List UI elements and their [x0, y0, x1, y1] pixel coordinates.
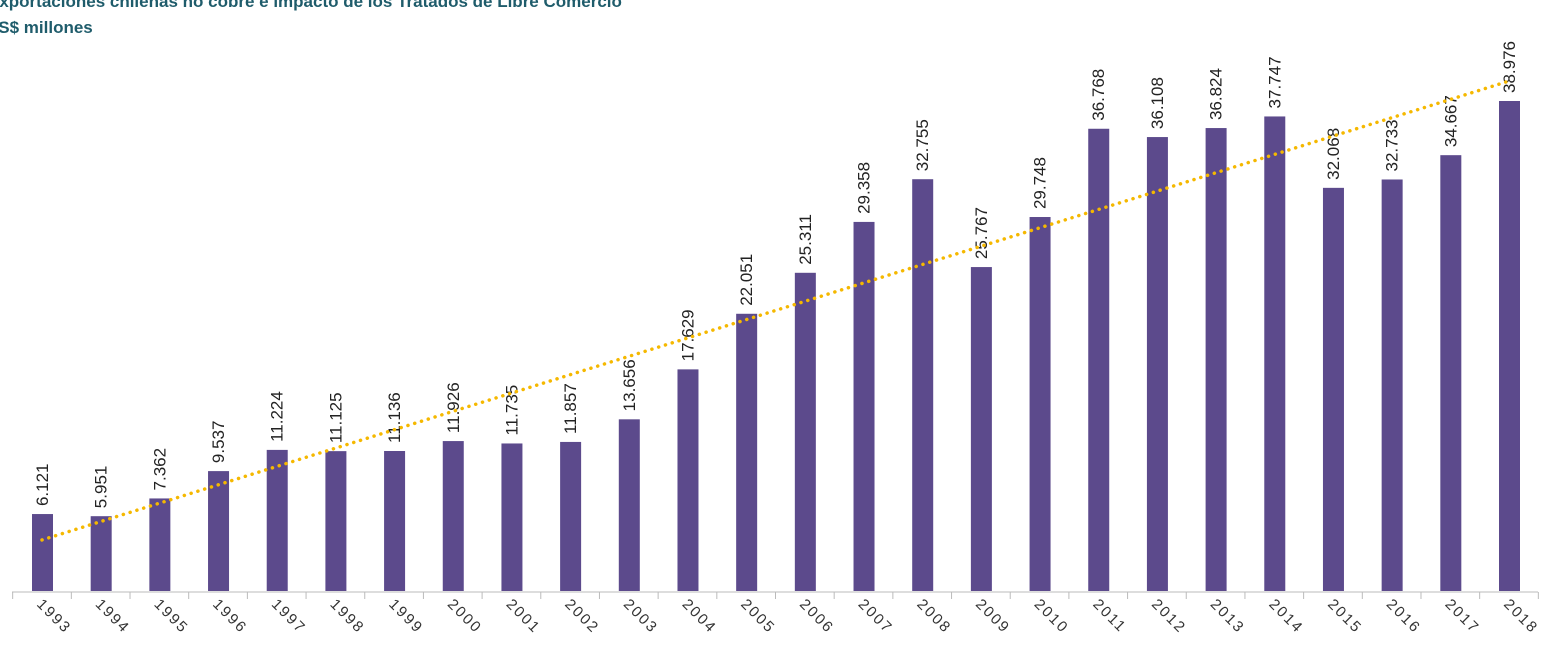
bar: [1088, 128, 1110, 592]
x-tick-label: 1997: [268, 596, 309, 637]
x-tick-label: 2015: [1324, 596, 1365, 637]
x-tick-label: 2008: [913, 596, 954, 637]
x-tick-label: 2003: [620, 596, 661, 637]
x-tick-label: 2010: [1031, 596, 1072, 637]
bar: [442, 441, 464, 591]
bar: [1264, 116, 1286, 591]
x-tick-label: 2004: [679, 596, 720, 637]
data-label: 29.748: [1031, 157, 1050, 209]
bar: [1381, 179, 1403, 591]
bar: [1146, 137, 1168, 591]
bar: [501, 443, 523, 591]
x-tick-label: 2001: [503, 596, 544, 637]
bar: [853, 221, 875, 591]
x-tick-label: 2007: [855, 596, 896, 637]
data-label: 32.068: [1324, 128, 1343, 180]
bar: [32, 514, 53, 591]
data-label: 11.224: [268, 391, 287, 442]
x-tick-label: 2005: [737, 596, 778, 637]
bar: [208, 471, 230, 591]
bar: [149, 498, 171, 591]
bar: [1205, 128, 1227, 591]
data-label: 11.136: [385, 392, 404, 443]
bar: [90, 516, 112, 591]
bar: [1322, 187, 1344, 592]
x-tick-label: 1996: [209, 596, 250, 637]
data-label: 11.926: [444, 382, 463, 433]
x-tick-label: 1993: [33, 596, 74, 637]
bar: [1499, 101, 1520, 591]
chart-title: Exportaciones chilenas no cobre e impact…: [0, 0, 622, 11]
x-tick-label: 1995: [151, 596, 192, 637]
x-tick-label: 2016: [1383, 596, 1424, 637]
x-tick-label: 2006: [796, 596, 837, 637]
trendline: [40, 79, 1511, 542]
x-tick-label: 2011: [1089, 596, 1129, 636]
x-tick-label: 2017: [1441, 596, 1482, 637]
data-label: 11.857: [561, 383, 580, 434]
bar: [736, 313, 758, 591]
data-label: 9.537: [209, 421, 228, 464]
x-tick-label: 2002: [561, 596, 602, 637]
data-label: 37.747: [1265, 56, 1284, 108]
data-label: 36.108: [1148, 77, 1167, 129]
bar: [1440, 155, 1462, 591]
data-label: 11.125: [326, 392, 345, 443]
x-tick-label: 2014: [1265, 596, 1306, 637]
bar: [560, 441, 582, 591]
x-tick-label: 1999: [385, 596, 426, 637]
x-tick-label: 2000: [444, 596, 485, 637]
data-label: 11.735: [502, 385, 521, 436]
chart-subtitle: US$ millones: [0, 18, 93, 37]
bar: [912, 179, 934, 591]
x-tick-label: 2013: [1207, 596, 1248, 637]
data-label: 36.824: [1207, 68, 1226, 120]
data-label: 13.656: [620, 359, 639, 411]
bar: [266, 449, 288, 591]
data-label: 36.768: [1089, 69, 1108, 121]
bar: [618, 419, 640, 591]
data-label: 25.767: [972, 207, 991, 259]
bar: [325, 451, 347, 591]
bar: [1029, 217, 1051, 591]
x-tick-label: 2012: [1148, 596, 1189, 637]
x-tick-label: 2009: [972, 596, 1013, 637]
data-label: 22.051: [737, 254, 756, 306]
x-tick-label: 2018: [1500, 596, 1541, 637]
bar: [970, 267, 992, 591]
data-label: 38.976: [1500, 41, 1519, 93]
data-label: 32.733: [1383, 119, 1402, 171]
x-tick-label: 1998: [327, 596, 368, 637]
data-label: 6.121: [33, 464, 52, 507]
data-label: 32.755: [913, 119, 932, 171]
data-label: 25.311: [796, 214, 815, 265]
x-tick-label: 1994: [92, 596, 133, 637]
bar: [794, 272, 816, 591]
bar: [384, 451, 406, 591]
data-label: 17.629: [678, 309, 697, 361]
data-label: 29.358: [855, 162, 874, 214]
data-label: 5.951: [92, 466, 111, 509]
data-label: 7.362: [150, 448, 169, 491]
data-label: 34.667: [1441, 95, 1460, 147]
bar: [677, 369, 699, 591]
